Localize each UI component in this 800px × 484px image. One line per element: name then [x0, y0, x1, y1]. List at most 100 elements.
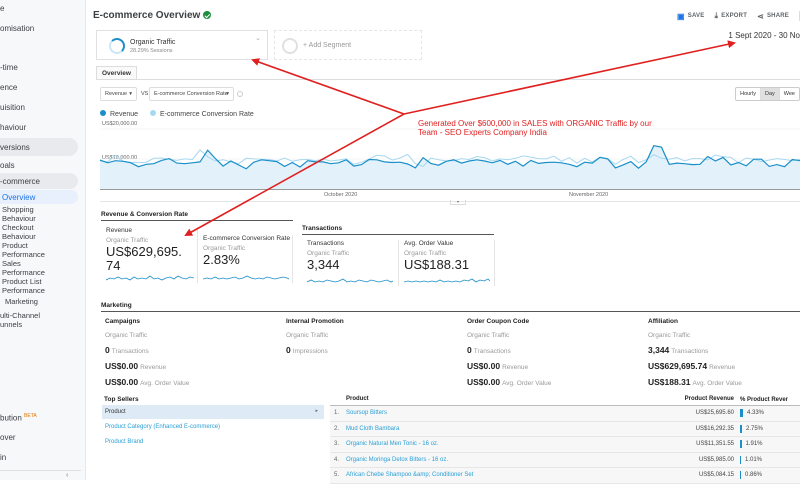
section-title-revenue-conversion: Revenue & Conversion Rate [101, 211, 293, 221]
marketing-order-coupon-code: Order Coupon Code Organic Traffic 0 Trans… [467, 318, 551, 387]
metric-label: Avg. Order Value [140, 380, 190, 387]
label: Performance [2, 285, 45, 295]
granularity-hourly[interactable]: Hourly [736, 88, 761, 100]
pct-value: 1.91% [745, 441, 763, 448]
secondary-metric-select[interactable]: E-commerce Conversion Rate ▾ [149, 87, 234, 101]
sidebar-item-realtime[interactable]: -time [0, 63, 18, 72]
sidebar-item-customisation[interactable]: omisation [0, 24, 35, 33]
label: ulti-Channel [0, 311, 41, 320]
marketing-column-title[interactable]: Order Coupon Code [467, 318, 530, 325]
chevron-down-icon[interactable]: ⌄ [255, 35, 261, 42]
metric-label: Avg. Order Value [692, 380, 742, 387]
column-header-product[interactable]: Product [346, 396, 369, 402]
metric-card-conversion-rate[interactable]: E-commerce Conversion Rate Organic Traff… [198, 235, 293, 283]
legend-conversion-rate[interactable]: E-commerce Conversion Rate [150, 110, 254, 118]
metric-card-avg-order-value[interactable]: Avg. Order Value Organic Traffic US$188.… [399, 240, 495, 286]
sidebar-item-goals[interactable]: oals [0, 161, 15, 170]
metric-label: Avg. Order Value [404, 240, 454, 247]
pct-bar [740, 409, 743, 418]
metric-value: US$629,695.74 [648, 361, 708, 371]
export-button[interactable]: ⤓ EXPORT [714, 11, 747, 21]
verified-check-icon [203, 11, 212, 19]
table-header: Product Product Revenue % Product Rever [330, 396, 800, 406]
table-row: 5. African Chebe Shampoo &amp; Condition… [330, 468, 800, 484]
sidebar-item-discover[interactable]: over [0, 433, 16, 442]
sidebar-item-product-list-performance[interactable]: Product List Performance [2, 277, 45, 295]
save-button[interactable]: ▣ SAVE [677, 12, 704, 21]
sidebar-item-product-performance[interactable]: Product Performance [2, 241, 45, 259]
empty-segment-ring-icon [282, 38, 298, 54]
revenue-line-chart[interactable] [100, 128, 800, 190]
primary-metric-value: Revenue [105, 91, 128, 97]
pct-cell: 4.33% [740, 409, 800, 418]
primary-metric-select[interactable]: Revenue ▾ [100, 87, 137, 101]
marketing-metric-row: US$0.00 Revenue [105, 361, 189, 371]
page-title-text: E-commerce Overview [93, 10, 201, 21]
product-link[interactable]: Soursop Bitters [346, 410, 388, 417]
sidebar-item-home[interactable]: e [0, 4, 5, 13]
metric-value: 0 [105, 345, 110, 355]
sidebar-item-conversions[interactable]: versions [0, 143, 30, 152]
section-title-transactions: Transactions [302, 225, 494, 235]
sidebar-item-marketing[interactable]: Marketing [5, 297, 38, 306]
y-axis-tick: US$20,000.00 [102, 121, 138, 127]
save-label: SAVE [687, 13, 705, 19]
sidebar-item-ecommerce[interactable]: -commerce [0, 177, 41, 186]
product-table: Product Product Revenue % Product Rever … [330, 396, 800, 484]
sidebar-item-sales-performance[interactable]: Sales Performance [2, 259, 45, 277]
product-link[interactable]: African Chebe Shampoo &amp; Conditioner … [346, 472, 474, 479]
top-sellers-product-brand[interactable]: Product Brand [105, 439, 144, 445]
segment-organic-traffic[interactable]: Organic Traffic 28.29% Sessions ⌄ [96, 30, 268, 60]
date-range-picker[interactable]: 1 Sept 2020 - 30 No [728, 31, 800, 40]
tab-divider [96, 79, 800, 80]
collapse-sidebar-icon[interactable]: ‹ [66, 472, 69, 479]
granularity-day[interactable]: Day [761, 88, 780, 100]
sidebar-item-admin[interactable]: in [0, 453, 7, 462]
top-sellers-product-category[interactable]: Product Category (Enhanced E-commerce) [105, 424, 221, 430]
metric-card-transactions[interactable]: Transactions Organic Traffic 3,344 [302, 240, 399, 286]
metric-label: Impressions [292, 348, 328, 355]
metric-label: Revenue [709, 364, 736, 371]
tab-overview[interactable]: Overview [96, 66, 137, 80]
marketing-metric-row: US$0.00 Avg. Order Value [467, 377, 551, 387]
top-sellers-product[interactable]: Product ▸ [102, 405, 324, 419]
sidebar-item-audience[interactable]: ence [0, 83, 18, 92]
label: bution [0, 413, 22, 423]
sidebar-item-overview[interactable]: Overview [2, 193, 36, 202]
metric-value: 3,344 [307, 257, 340, 272]
legend-revenue[interactable]: Revenue [100, 110, 138, 118]
row-rank: 1. [334, 410, 340, 417]
metric-card-revenue[interactable]: Revenue Organic Traffic US$629,695.74 [101, 227, 198, 283]
product-link[interactable]: Organic Natural Men Tonic - 16 oz. [346, 441, 439, 448]
share-button[interactable]: ⋖ SHARE [757, 12, 789, 21]
product-revenue: US$16,292.35 [695, 425, 734, 432]
marketing-column-title[interactable]: Campaigns [105, 318, 141, 325]
marketing-column-title[interactable]: Internal Promotion [286, 318, 344, 325]
metric-value: US$629,695.74 [106, 244, 182, 273]
label: Behaviour [2, 213, 36, 223]
product-link[interactable]: Mud Cloth Bambara [346, 425, 400, 432]
sidebar-item-shopping-behaviour[interactable]: Shopping Behaviour [2, 205, 36, 223]
sidebar-item-multi-channel-funnels[interactable]: ulti-Channel unnels [0, 311, 41, 329]
collapse-chart-handle[interactable]: ▾ [450, 200, 466, 205]
marketing-metric-row: US$0.00 Revenue [467, 361, 551, 371]
metric-label: Transactions [473, 348, 511, 355]
column-header-pct-revenue[interactable]: % Product Rever [740, 396, 789, 403]
sidebar-item-acquisition[interactable]: uisition [0, 103, 25, 112]
sidebar-item-attribution[interactable]: bution BETA [0, 413, 37, 423]
add-segment-button[interactable]: + Add Segment [274, 30, 422, 60]
metric-segment: Organic Traffic [106, 237, 149, 244]
marketing-column-title[interactable]: Affiliation [648, 318, 678, 325]
sidebar-item-checkout-behaviour[interactable]: Checkout Behaviour [2, 223, 36, 241]
sidebar-item-behaviour[interactable]: haviour [0, 123, 27, 132]
granularity-week[interactable]: Wee [783, 91, 795, 97]
metric-value: US$0.00 [105, 361, 139, 371]
report-toolbar: ▣ SAVE ⤓ EXPORT ⋖ SHARE [677, 11, 800, 21]
metric-value: 2.83% [203, 252, 240, 267]
clear-comparison-icon[interactable] [237, 91, 243, 97]
label: Performance [2, 267, 45, 277]
product-link[interactable]: Organic Moringa Detox Bitters - 16 oz. [346, 456, 449, 463]
column-header-product-revenue[interactable]: Product Revenue [684, 396, 734, 402]
segment-ring-icon [109, 38, 125, 54]
top-sellers-label: Product [105, 409, 126, 415]
